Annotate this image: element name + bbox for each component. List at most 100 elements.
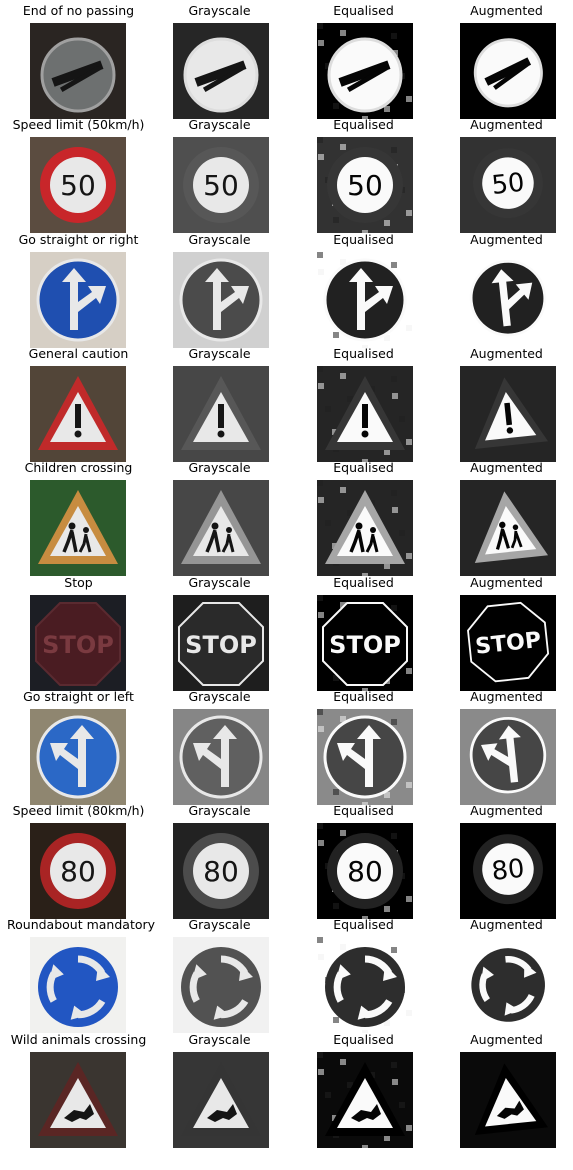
sign-picture	[460, 1051, 556, 1148]
sign-picture: 50	[460, 137, 556, 234]
grayscale-title: Grayscale	[188, 3, 251, 18]
grayscale-image	[173, 365, 269, 462]
grayscale-image: 50	[173, 137, 269, 234]
augmented-image: 50	[460, 137, 556, 234]
augmented-image	[460, 1051, 556, 1148]
sign-picture	[460, 937, 556, 1034]
grayscale-image	[173, 708, 269, 805]
original-image	[30, 708, 126, 805]
sign-picture: STOP	[30, 594, 126, 691]
augmented-title: Augmented	[470, 3, 543, 18]
grayscale-image	[173, 251, 269, 348]
sign-picture	[317, 480, 413, 577]
grayscale-image	[173, 937, 269, 1034]
original-image: STOP	[30, 594, 126, 691]
grayscale-image: STOP	[173, 594, 269, 691]
augmented-title: Augmented	[470, 231, 543, 247]
augmented-title: Augmented	[470, 117, 543, 133]
grayscale-image: 80	[173, 823, 269, 920]
equalised-image	[317, 365, 413, 462]
svg-text:80: 80	[60, 855, 96, 888]
sign-picture	[173, 937, 269, 1034]
sign-picture: STOP	[317, 594, 413, 691]
sign-picture	[173, 365, 269, 462]
augmented-image	[460, 937, 556, 1034]
augmented-image: STOP	[460, 594, 556, 691]
equalised-title: Equalised	[333, 3, 394, 18]
sign-picture	[460, 23, 556, 119]
equalised-image	[317, 708, 413, 805]
row-label: Go straight or left	[23, 688, 134, 704]
grayscale-title: Grayscale	[188, 803, 251, 819]
augmented-image	[460, 480, 556, 577]
equalised-title: Equalised	[333, 803, 394, 819]
sign-picture	[317, 708, 413, 805]
svg-text:80: 80	[203, 855, 239, 888]
grayscale-title: Grayscale	[188, 117, 251, 133]
sign-picture: STOP	[460, 594, 556, 691]
equalised-image: 50	[317, 137, 413, 234]
sign-picture	[30, 23, 126, 119]
equalised-title: Equalised	[333, 688, 394, 704]
svg-text:50: 50	[347, 169, 383, 202]
row-label: Wild animals crossing	[10, 1031, 147, 1047]
sign-picture	[30, 937, 126, 1034]
sign-picture: 80	[317, 823, 413, 920]
sign-picture	[173, 1051, 269, 1148]
original-image	[30, 23, 126, 119]
equalised-image	[317, 251, 413, 348]
equalised-title: Equalised	[333, 231, 394, 247]
augmented-title: Augmented	[470, 574, 543, 590]
svg-text:STOP: STOP	[185, 631, 257, 659]
sign-picture: 50	[173, 137, 269, 234]
grayscale-title: Grayscale	[188, 917, 251, 933]
svg-text:80: 80	[490, 854, 526, 887]
sign-picture	[173, 23, 269, 119]
augmented-title: Augmented	[470, 917, 543, 933]
sign-picture	[460, 708, 556, 805]
sign-picture	[460, 480, 556, 577]
sign-picture	[460, 251, 556, 348]
svg-text:50: 50	[490, 168, 526, 201]
sign-picture: 50	[317, 137, 413, 234]
svg-text:STOP: STOP	[329, 631, 401, 659]
sign-picture	[30, 708, 126, 805]
svg-text:STOP: STOP	[42, 631, 114, 659]
grayscale-image	[173, 480, 269, 577]
sign-picture	[30, 251, 126, 348]
grayscale-title: Grayscale	[188, 231, 251, 247]
sign-picture	[460, 365, 556, 462]
equalised-title: Equalised	[333, 1031, 394, 1047]
equalised-image	[317, 937, 413, 1034]
sign-picture	[317, 251, 413, 348]
original-image: 80	[30, 823, 126, 920]
equalised-title: Equalised	[333, 917, 394, 933]
original-image	[30, 480, 126, 577]
equalised-title: Equalised	[333, 345, 394, 361]
equalised-image	[317, 480, 413, 577]
original-image	[30, 365, 126, 462]
original-image: 50	[30, 137, 126, 234]
augmented-title: Augmented	[470, 803, 543, 819]
augmented-image	[460, 708, 556, 805]
grayscale-image	[173, 1051, 269, 1148]
row-label: Children crossing	[24, 460, 133, 476]
grayscale-title: Grayscale	[188, 345, 251, 361]
equalised-image: 80	[317, 823, 413, 920]
sign-picture: 80	[30, 823, 126, 920]
svg-text:50: 50	[60, 169, 96, 202]
svg-text:50: 50	[203, 169, 239, 202]
sign-picture	[30, 365, 126, 462]
sign-picture	[317, 1051, 413, 1148]
augmented-image: 80	[460, 823, 556, 920]
augmented-image	[460, 251, 556, 348]
sign-picture	[317, 937, 413, 1034]
grayscale-title: Grayscale	[188, 1031, 251, 1047]
augmented-title: Augmented	[470, 460, 543, 476]
equalised-title: Equalised	[333, 117, 394, 133]
sign-picture	[30, 480, 126, 577]
row-label: Speed limit (50km/h)	[12, 117, 145, 133]
sign-picture	[317, 365, 413, 462]
augmented-image	[460, 23, 556, 119]
